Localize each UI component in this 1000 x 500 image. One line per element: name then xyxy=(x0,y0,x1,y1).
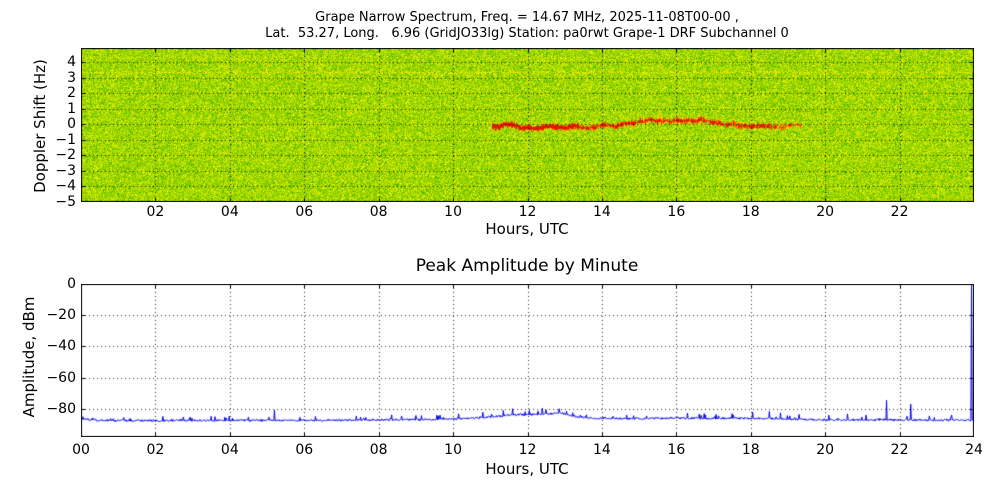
amplitude-xtick-label: 06 xyxy=(295,442,314,458)
spectrogram-xtick-label: 10 xyxy=(444,204,462,220)
spectrogram-ytick-label: 0 xyxy=(67,116,76,133)
spectrogram-ytick-label: 3 xyxy=(67,69,76,86)
amplitude-xtick-label: 14 xyxy=(592,442,611,458)
amplitude-ylabel: Amplitude, dBm xyxy=(20,296,38,418)
spectrogram-title-line2: Lat. 53.27, Long. 6.96 (GridJO33lg) Stat… xyxy=(265,26,789,41)
amplitude-xtick-label: 12 xyxy=(518,442,537,458)
amplitude-xtick-label: 08 xyxy=(369,442,388,458)
spectrogram-xlabel: Hours, UTC xyxy=(485,220,569,238)
amplitude-xtick-label: 22 xyxy=(890,442,909,458)
amplitude-xtick-label: 00 xyxy=(72,442,90,458)
spectrogram-xtick-label: 14 xyxy=(592,204,611,220)
spectrogram-xtick-label: 06 xyxy=(295,204,314,220)
amplitude-ytick-label: −80 xyxy=(46,400,76,417)
spectrogram-ylabel: Doppler Shift (Hz) xyxy=(31,59,49,193)
spectrogram-ytick-label: −2 xyxy=(55,147,76,164)
spectrogram-title-line1: Grape Narrow Spectrum, Freq. = 14.67 MHz… xyxy=(315,10,739,25)
amplitude-ytick-label: −20 xyxy=(46,307,76,324)
amplitude-xtick-label: 16 xyxy=(667,442,686,458)
spectrogram-ytick-label: −1 xyxy=(55,131,76,148)
spectrogram-ytick-label: 1 xyxy=(67,100,76,117)
spectrogram-xtick-label: 04 xyxy=(220,204,239,220)
spectrogram-plot xyxy=(81,48,974,202)
spectrogram-ytick-label: −4 xyxy=(55,178,76,195)
amplitude-xlabel: Hours, UTC xyxy=(485,460,569,478)
amplitude-ytick-label: 0 xyxy=(67,276,76,292)
amplitude-xtick-label: 02 xyxy=(146,442,165,458)
spectrogram-xtick-label: 02 xyxy=(146,204,165,220)
amplitude-xtick-label: 10 xyxy=(444,442,462,458)
amplitude-xtick-label: 24 xyxy=(965,442,983,458)
spectrogram-xtick-label: 20 xyxy=(816,204,835,220)
amplitude-ytick-label: −60 xyxy=(46,369,76,386)
spectrogram-xtick-label: 12 xyxy=(518,204,537,220)
spectrogram-xtick-label: 22 xyxy=(890,204,909,220)
spectrogram-xtick-label: 18 xyxy=(741,204,760,220)
spectrogram-ytick-label: 4 xyxy=(67,54,76,70)
amplitude-xtick-label: 20 xyxy=(816,442,835,458)
spectrogram-ytick-label: −5 xyxy=(55,194,76,210)
amplitude-ytick-label: −40 xyxy=(46,338,76,355)
amplitude-title: Peak Amplitude by Minute xyxy=(415,256,639,276)
spectrogram-ytick-label: −3 xyxy=(55,162,76,179)
spectrogram-xtick-label: 16 xyxy=(667,204,686,220)
amplitude-xtick-label: 04 xyxy=(220,442,239,458)
amplitude-plot xyxy=(81,284,974,437)
spectrogram-ytick-label: 2 xyxy=(67,85,76,102)
spectrogram-xtick-label: 08 xyxy=(369,204,388,220)
amplitude-xtick-label: 18 xyxy=(741,442,760,458)
